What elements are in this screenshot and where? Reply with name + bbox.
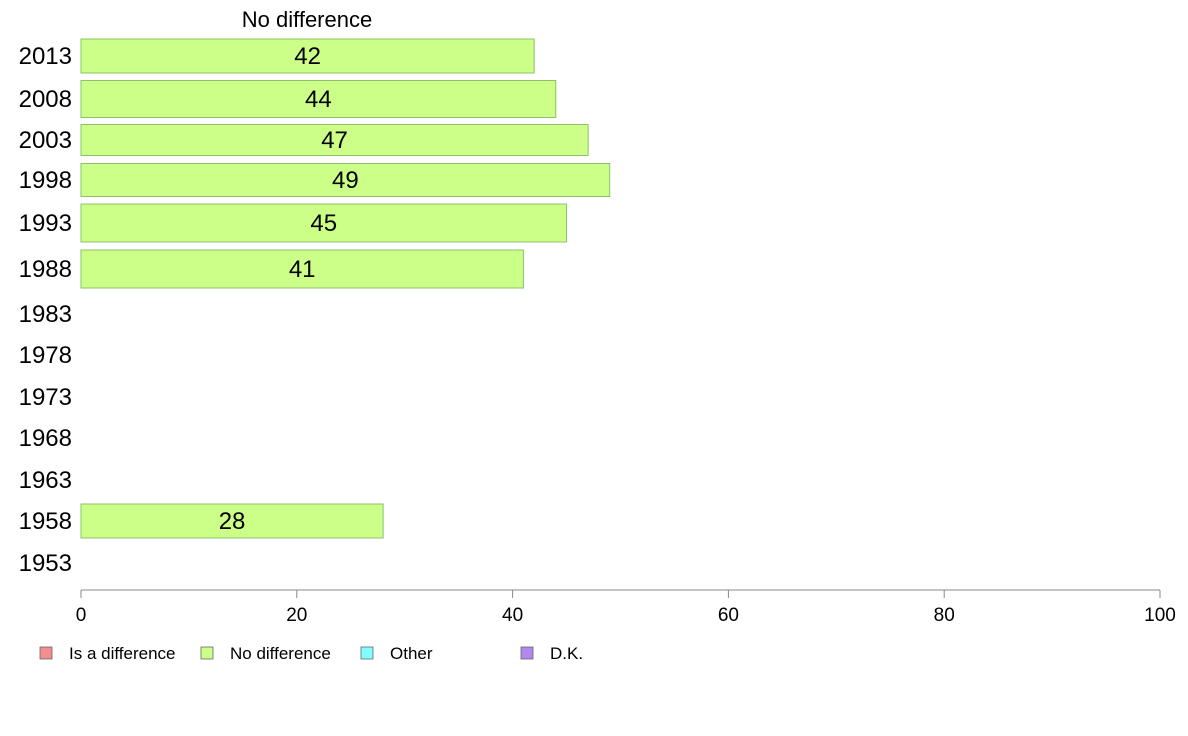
- chart-header: No difference: [242, 7, 372, 32]
- bar-value-label: 45: [310, 210, 337, 237]
- year-label: 1988: [19, 256, 72, 283]
- year-label: 2008: [19, 86, 72, 113]
- legend-swatch: [360, 646, 374, 660]
- year-label: 1993: [19, 210, 72, 237]
- bar: [80, 503, 384, 539]
- bar-value-label: 47: [321, 127, 348, 154]
- bar: [80, 124, 589, 156]
- legend: Is a difference No difference Other D.K.: [39, 644, 583, 663]
- legend-swatch: [520, 646, 534, 660]
- bar-value-label: 42: [294, 43, 321, 70]
- year-label: 1953: [19, 550, 72, 577]
- bars-layer: [80, 38, 611, 539]
- year-label: 1998: [19, 167, 72, 194]
- legend-swatch: [39, 646, 53, 660]
- x-tick-label: 0: [76, 605, 87, 626]
- labels-layer: 2013 42 2008 44 2003 47 1998 49 1993 45 1988 41 1983…: [19, 43, 359, 577]
- x-tick-label: 20: [286, 605, 307, 626]
- year-label: 1973: [19, 384, 72, 411]
- bar-value-label: 49: [332, 167, 359, 194]
- year-label: 1978: [19, 342, 72, 369]
- year-label: 2003: [19, 127, 72, 154]
- year-label: 1958: [19, 508, 72, 535]
- bar: [80, 203, 568, 243]
- legend-label: No difference: [230, 644, 331, 663]
- bar-value-label: 28: [219, 508, 246, 535]
- year-label: 1968: [19, 425, 72, 452]
- legend-label: Is a difference: [69, 644, 175, 663]
- legend-label: D.K.: [550, 644, 583, 663]
- legend-swatch: [200, 646, 214, 660]
- x-tick-label: 100: [1144, 605, 1176, 626]
- bar: [80, 249, 524, 289]
- year-label: 1963: [19, 467, 72, 494]
- bar: [80, 38, 535, 74]
- legend-label: Other: [390, 644, 433, 663]
- bar-value-label: 41: [289, 256, 316, 283]
- year-label: 1983: [19, 301, 72, 328]
- x-tick-label: 80: [934, 605, 955, 626]
- x-tick-label: 40: [502, 605, 523, 626]
- bar: [80, 163, 611, 197]
- x-tick-label: 60: [718, 605, 739, 626]
- year-label: 2013: [19, 43, 72, 70]
- bar: [80, 80, 557, 118]
- bar-value-label: 44: [305, 86, 332, 113]
- x-axis: 0 20 40 60 80 100: [76, 589, 1176, 626]
